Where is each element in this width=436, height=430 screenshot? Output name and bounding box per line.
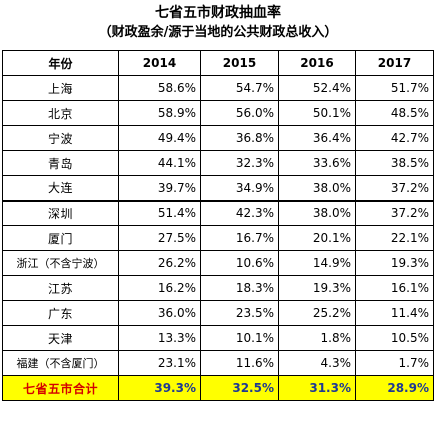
table-row: 福建（不含厦门） 23.1% 11.6% 4.3% 1.7% [2,350,434,376]
value-cell: 54.7% [200,75,279,101]
value-cell: 11.4% [355,300,434,326]
value-cell: 13.3% [118,325,201,351]
data-table: 年份 2014 2015 2016 2017 上海 58.6% 54.7% 52… [2,50,434,401]
value-cell: 38.5% [355,150,434,176]
value-cell: 20.1% [278,225,356,251]
row-label: 北京 [2,100,119,126]
value-cell: 58.6% [118,75,201,101]
value-cell: 58.9% [118,100,201,126]
value-cell: 33.6% [278,150,356,176]
value-cell: 23.5% [200,300,279,326]
row-label: 浙江（不含宁波） [2,250,119,276]
value-cell: 16.7% [200,225,279,251]
total-value-cell: 39.3% [118,375,201,401]
header-cell-2017: 2017 [355,50,434,76]
row-label: 深圳 [2,199,119,226]
total-value-cell: 28.9% [355,375,434,401]
table-row: 厦门 27.5% 16.7% 20.1% 22.1% [2,225,434,251]
value-cell: 23.1% [118,350,201,376]
value-cell: 1.7% [355,350,434,376]
table-row: 广东 36.0% 23.5% 25.2% 11.4% [2,300,434,326]
value-cell: 22.1% [355,225,434,251]
total-label: 七省五市合计 [2,375,119,401]
page-title: 七省五市财政抽血率 [155,5,281,21]
value-cell: 32.3% [200,150,279,176]
row-label: 福建（不含厦门） [2,350,119,376]
value-cell: 18.3% [200,275,279,301]
table-row: 江苏 16.2% 18.3% 19.3% 16.1% [2,275,434,301]
row-label: 天津 [2,325,119,351]
row-label: 广东 [2,300,119,326]
value-cell: 51.7% [355,75,434,101]
row-label: 江苏 [2,275,119,301]
value-cell: 27.5% [118,225,201,251]
value-cell: 42.3% [200,199,279,226]
value-cell: 36.4% [278,125,356,151]
value-cell: 44.1% [118,150,201,176]
table-row: 大连 39.7% 34.9% 38.0% 37.2% [2,175,434,201]
value-cell: 26.2% [118,250,201,276]
value-cell: 42.7% [355,125,434,151]
table-row: 天津 13.3% 10.1% 1.8% 10.5% [2,325,434,351]
row-label: 青岛 [2,150,119,176]
value-cell: 19.3% [355,250,434,276]
table-row: 宁波 49.4% 36.8% 36.4% 42.7% [2,125,434,151]
row-label: 厦门 [2,225,119,251]
total-value-cell: 31.3% [278,375,356,401]
table-row: 青岛 44.1% 32.3% 33.6% 38.5% [2,150,434,176]
header-row: 年份 2014 2015 2016 2017 [2,50,434,76]
row-label: 上海 [2,75,119,101]
value-cell: 10.1% [200,325,279,351]
value-cell: 38.0% [278,199,356,226]
value-cell: 11.6% [200,350,279,376]
header-cell-2014: 2014 [118,50,201,76]
value-cell: 34.9% [200,175,279,201]
value-cell: 19.3% [278,275,356,301]
total-row: 七省五市合计 39.3% 32.5% 31.3% 28.9% [2,375,434,401]
table-row: 北京 58.9% 56.0% 50.1% 48.5% [2,100,434,126]
value-cell: 1.8% [278,325,356,351]
header-cell-2016: 2016 [278,50,356,76]
value-cell: 49.4% [118,125,201,151]
value-cell: 39.7% [118,175,201,201]
value-cell: 48.5% [355,100,434,126]
table-row: 浙江（不含宁波） 26.2% 10.6% 14.9% 19.3% [2,250,434,276]
value-cell: 56.0% [200,100,279,126]
value-cell: 14.9% [278,250,356,276]
value-cell: 36.0% [118,300,201,326]
value-cell: 51.4% [118,199,201,226]
table-row: 上海 58.6% 54.7% 52.4% 51.7% [2,75,434,101]
total-value-cell: 32.5% [200,375,279,401]
value-cell: 52.4% [278,75,356,101]
value-cell: 38.0% [278,175,356,201]
value-cell: 37.2% [355,175,434,201]
value-cell: 4.3% [278,350,356,376]
row-label: 宁波 [2,125,119,151]
value-cell: 10.6% [200,250,279,276]
header-cell-year: 年份 [2,50,119,76]
value-cell: 25.2% [278,300,356,326]
page-subtitle: （财政盈余/源于当地的公共财政总收入） [98,25,338,40]
value-cell: 16.2% [118,275,201,301]
value-cell: 50.1% [278,100,356,126]
header-cell-2015: 2015 [200,50,279,76]
value-cell: 10.5% [355,325,434,351]
row-label: 大连 [2,175,119,201]
value-cell: 37.2% [355,199,434,226]
table-row: 深圳 51.4% 42.3% 38.0% 37.2% [2,199,434,226]
value-cell: 16.1% [355,275,434,301]
value-cell: 36.8% [200,125,279,151]
